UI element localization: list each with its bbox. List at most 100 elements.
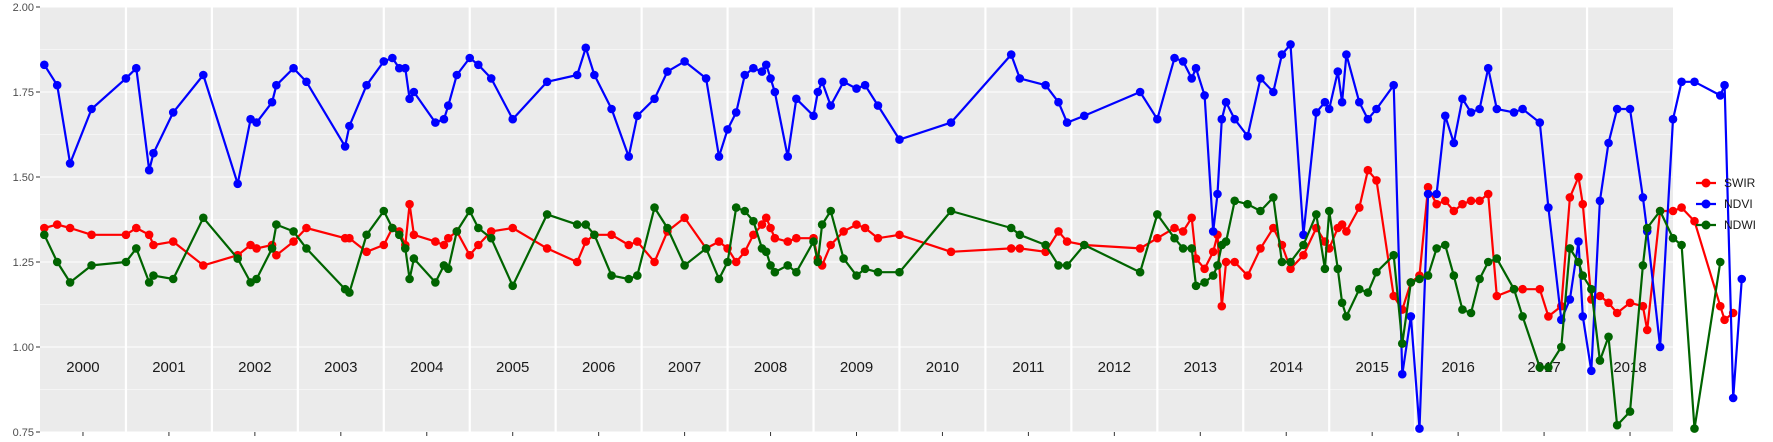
data-point-ndvi	[1449, 138, 1459, 148]
data-point-ndvi	[1612, 104, 1622, 114]
data-point-swir	[1578, 199, 1588, 209]
data-point-ndvi	[1062, 118, 1072, 127]
data-point-ndvi	[1200, 91, 1209, 100]
data-point-ndvi	[1135, 87, 1145, 97]
data-point-swir	[1449, 206, 1459, 216]
data-point-swir	[1062, 237, 1072, 246]
data-point-swir	[345, 233, 354, 243]
data-point-ndwi	[1668, 233, 1678, 243]
data-point-ndvi	[1389, 80, 1398, 90]
data-point-ndvi	[873, 101, 883, 110]
data-point-ndwi	[1170, 233, 1179, 243]
data-point-ndvi	[1475, 104, 1484, 114]
data-point-swir	[1440, 196, 1450, 206]
data-point-ndvi	[1677, 77, 1686, 87]
data-point-swir	[1221, 257, 1231, 267]
data-point-ndwi	[443, 264, 453, 274]
data-point-ndvi	[1415, 424, 1424, 433]
data-point-ndvi	[813, 87, 823, 97]
data-point-ndwi	[749, 216, 758, 226]
data-point-swir	[826, 240, 836, 250]
data-point-ndwi	[1655, 206, 1665, 216]
data-point-swir	[740, 247, 750, 257]
data-point-ndvi	[1299, 230, 1308, 240]
data-point-ndwi	[542, 210, 552, 219]
data-point-ndvi	[1153, 114, 1162, 124]
data-point-ndvi	[783, 152, 793, 161]
data-point-ndwi	[1256, 206, 1265, 216]
data-point-ndvi	[1518, 104, 1527, 114]
data-point-ndwi	[52, 257, 62, 267]
data-point-ndwi	[1509, 284, 1519, 294]
data-point-swir	[1638, 301, 1648, 311]
data-point-ndwi	[149, 271, 158, 280]
data-point-ndwi	[873, 267, 883, 277]
data-point-swir	[149, 240, 158, 250]
data-point-swir	[1187, 213, 1196, 223]
data-point-ndwi	[809, 237, 818, 246]
data-point-ndwi	[1135, 267, 1145, 277]
data-point-ndvi	[345, 121, 354, 131]
data-point-swir	[1715, 301, 1725, 311]
data-point-swir	[1720, 315, 1729, 325]
data-point-ndvi	[289, 63, 298, 73]
data-point-ndvi	[663, 67, 672, 76]
data-point-ndvi	[1363, 114, 1373, 124]
data-point-ndwi	[1715, 257, 1725, 267]
data-point-swir	[87, 230, 96, 240]
data-point-swir	[1372, 176, 1381, 185]
data-point-ndwi	[1062, 261, 1072, 270]
data-point-ndvi	[1054, 97, 1063, 107]
data-point-ndwi	[1518, 312, 1527, 321]
data-point-ndvi	[1595, 196, 1605, 206]
data-point-ndwi	[1544, 363, 1553, 372]
data-point-ndwi	[1449, 271, 1459, 280]
data-point-ndwi	[1041, 240, 1050, 250]
data-point-ndwi	[379, 206, 389, 216]
data-point-ndwi	[1178, 244, 1188, 253]
data-point-swir	[1677, 203, 1686, 212]
data-point-ndwi	[1475, 274, 1484, 284]
data-point-ndvi	[1277, 50, 1287, 59]
data-point-swir	[1389, 291, 1398, 301]
data-point-swir	[792, 233, 801, 243]
data-point-ndvi	[817, 77, 827, 87]
data-point-swir	[302, 223, 311, 233]
data-point-ndwi	[1690, 424, 1699, 433]
data-point-ndwi	[1458, 305, 1467, 314]
data-point-ndwi	[1299, 240, 1308, 250]
data-point-ndvi	[1243, 131, 1252, 141]
y-tick-label: 0.75	[13, 427, 34, 439]
data-point-ndwi	[860, 264, 870, 274]
data-point-ndvi	[1079, 111, 1089, 121]
data-point-ndvi	[1458, 94, 1467, 104]
series-layer	[39, 40, 1747, 433]
data-point-swir	[168, 237, 178, 246]
data-point-ndvi	[723, 125, 732, 134]
data-point-ndwi	[1677, 240, 1686, 250]
data-point-ndvi	[1337, 97, 1347, 107]
data-point-swir	[52, 220, 62, 229]
data-point-ndvi	[607, 104, 616, 114]
data-point-swir	[766, 223, 775, 233]
data-point-ndwi	[39, 230, 49, 240]
data-point-ndvi	[508, 114, 518, 124]
data-point-ndvi	[144, 165, 154, 175]
data-point-ndwi	[465, 206, 475, 216]
data-point-ndvi	[766, 74, 775, 83]
data-point-swir	[1483, 189, 1493, 199]
data-point-ndvi	[1286, 40, 1295, 49]
data-point-swir	[761, 213, 771, 223]
data-point-swir	[439, 240, 449, 250]
data-point-ndvi	[701, 74, 711, 83]
data-point-ndwi	[131, 244, 141, 253]
data-point-ndwi	[839, 254, 848, 263]
data-point-ndvi	[486, 74, 496, 83]
year-label: 2013	[1184, 359, 1217, 376]
data-point-ndvi	[1269, 87, 1278, 97]
data-point-ndwi	[65, 278, 75, 287]
data-point-ndvi	[252, 118, 261, 127]
year-label: 2005	[496, 359, 529, 376]
data-point-swir	[1595, 291, 1605, 301]
data-point-ndwi	[1556, 342, 1566, 352]
